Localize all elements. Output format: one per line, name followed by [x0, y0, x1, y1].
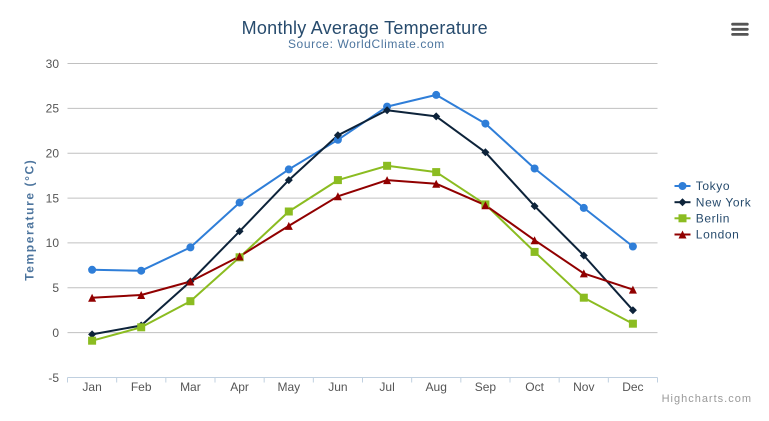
- svg-text:London: London: [696, 228, 740, 242]
- svg-text:30: 30: [46, 57, 60, 71]
- svg-text:15: 15: [46, 191, 60, 205]
- svg-text:Dec: Dec: [622, 380, 643, 394]
- svg-text:Berlin: Berlin: [696, 212, 730, 226]
- svg-text:Oct: Oct: [525, 380, 544, 394]
- svg-text:Highcharts.com: Highcharts.com: [662, 393, 752, 405]
- svg-text:Nov: Nov: [573, 380, 594, 394]
- svg-text:Temperature (°C): Temperature (°C): [22, 159, 36, 281]
- svg-text:0: 0: [52, 326, 59, 340]
- svg-text:Tokyo: Tokyo: [696, 179, 730, 193]
- svg-text:Apr: Apr: [230, 380, 249, 394]
- svg-text:25: 25: [46, 102, 60, 116]
- svg-text:Jul: Jul: [379, 380, 394, 394]
- svg-text:New York: New York: [696, 195, 752, 209]
- svg-text:Jan: Jan: [82, 380, 101, 394]
- svg-text:May: May: [277, 380, 300, 394]
- svg-text:Sep: Sep: [475, 380, 497, 394]
- svg-text:Feb: Feb: [131, 380, 152, 394]
- svg-text:Monthly Average Temperature: Monthly Average Temperature: [242, 18, 488, 38]
- svg-text:Source: WorldClimate.com: Source: WorldClimate.com: [288, 37, 445, 51]
- svg-text:Aug: Aug: [426, 380, 447, 394]
- svg-text:10: 10: [46, 236, 60, 250]
- svg-text:5: 5: [52, 281, 59, 295]
- svg-text:20: 20: [46, 147, 60, 161]
- svg-text:Jun: Jun: [328, 380, 347, 394]
- svg-text:Mar: Mar: [180, 380, 201, 394]
- svg-text:-5: -5: [48, 371, 59, 385]
